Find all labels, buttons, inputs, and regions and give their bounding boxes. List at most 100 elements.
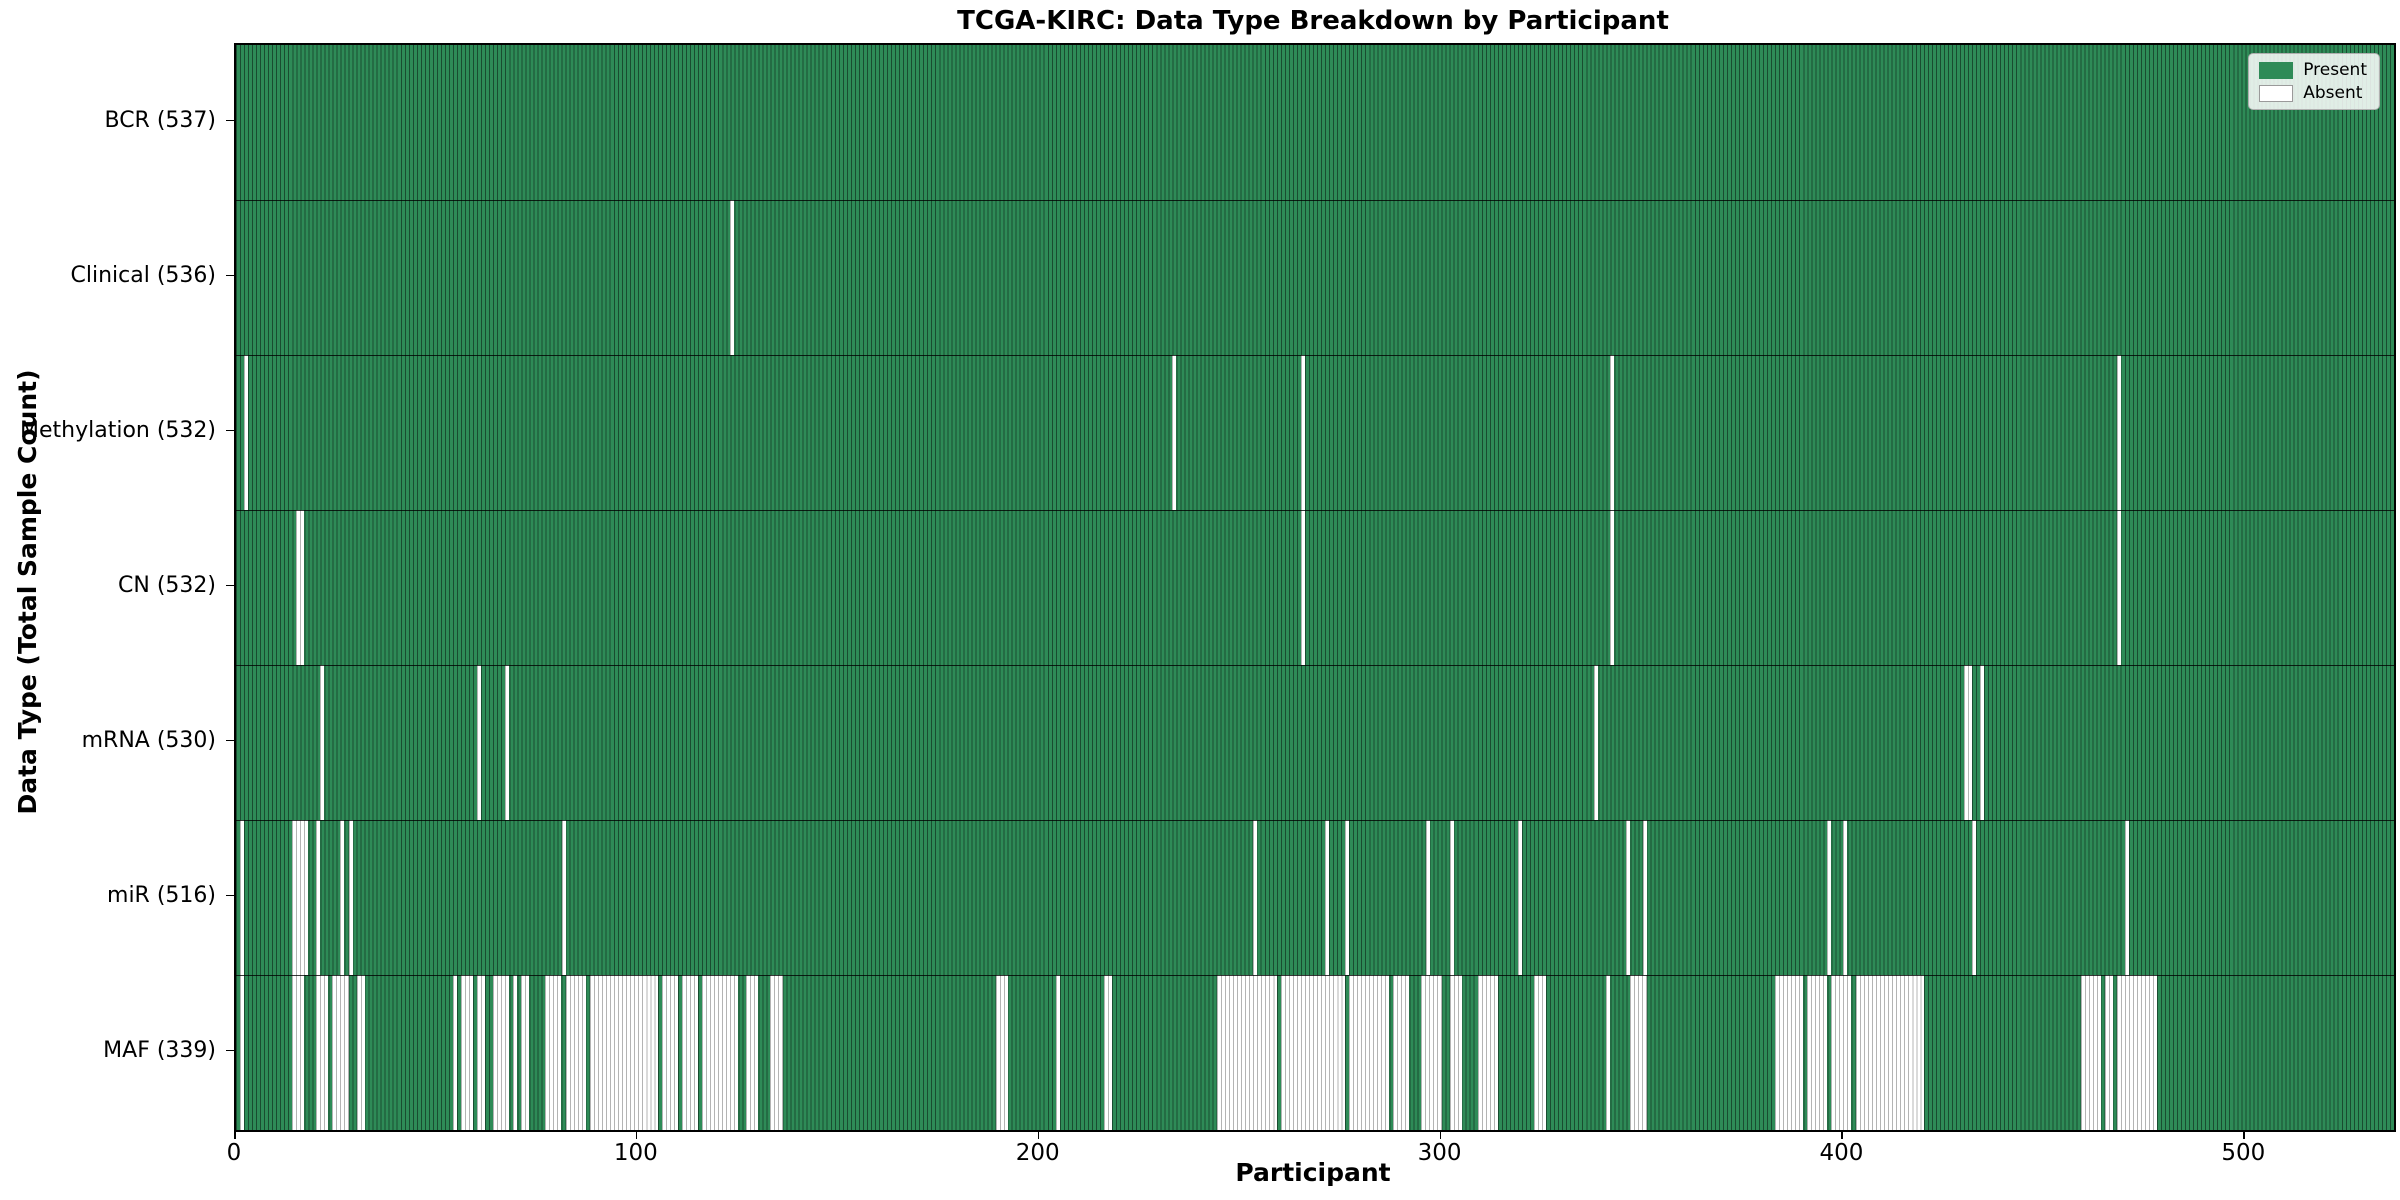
absent-segment	[1421, 975, 1442, 1130]
legend: Present Absent	[2248, 53, 2380, 110]
absent-segment	[1964, 665, 1973, 820]
absent-segment	[1972, 820, 1977, 975]
absent-segment	[730, 200, 735, 355]
y-tick-label-Methylation: Methylation (532)	[20, 417, 216, 443]
data-row-miR	[236, 820, 2394, 975]
absent-segment	[1216, 975, 1277, 1130]
y-tick-label-BCR: BCR (537)	[104, 107, 216, 133]
absent-segment	[1517, 820, 1522, 975]
x-tick	[2243, 1130, 2245, 1139]
absent-segment	[1345, 820, 1350, 975]
absent-segment	[682, 975, 699, 1130]
absent-segment	[2116, 510, 2121, 665]
absent-segment	[2104, 975, 2113, 1130]
y-tick	[226, 584, 234, 587]
absent-segment	[1300, 355, 1305, 510]
x-tick-label-0: 0	[226, 1140, 242, 1166]
absent-segment	[770, 975, 783, 1130]
legend-entry-absent: Absent	[2259, 84, 2367, 102]
x-tick	[1037, 1130, 1040, 1139]
absent-segment	[1855, 975, 1924, 1130]
absent-segment	[1104, 975, 1113, 1130]
x-tick-label-500: 500	[2221, 1140, 2266, 1166]
data-row-Methylation	[236, 355, 2394, 510]
absent-segment	[348, 820, 353, 975]
absent-segment	[1610, 510, 1615, 665]
absent-segment	[545, 975, 562, 1130]
absent-segment	[1843, 820, 1848, 975]
absent-segment	[2116, 975, 2157, 1130]
absent-segment	[1630, 975, 1647, 1130]
absent-segment	[1449, 975, 1462, 1130]
absent-segment	[2116, 355, 2121, 510]
absent-segment	[240, 975, 245, 1130]
x-tick	[635, 1130, 638, 1139]
absent-segment	[1425, 820, 1430, 975]
absent-segment	[2124, 820, 2129, 975]
x-tick-label-400: 400	[1819, 1140, 1864, 1166]
absent-segment	[316, 975, 329, 1130]
data-row-mRNA	[236, 665, 2394, 820]
absent-segment	[661, 975, 679, 1130]
absent-segment	[332, 975, 349, 1130]
absent-segment	[1827, 820, 1832, 975]
data-row-MAF	[236, 975, 2394, 1130]
row-separator	[236, 820, 2394, 821]
legend-present-label: Present	[2303, 60, 2367, 80]
absent-segment	[240, 820, 245, 975]
row-separator	[236, 510, 2394, 511]
row-separator	[236, 355, 2394, 356]
absent-segment	[292, 820, 309, 975]
absent-segment	[320, 665, 325, 820]
absent-segment	[521, 975, 530, 1130]
absent-segment	[505, 665, 510, 820]
absent-segment	[292, 975, 305, 1130]
x-tick	[234, 1130, 236, 1139]
absent-segment	[1172, 355, 1177, 510]
absent-segment	[244, 355, 249, 510]
absent-segment	[589, 975, 658, 1130]
absent-segment	[1807, 975, 1828, 1130]
absent-segment	[1775, 975, 1804, 1130]
absent-segment	[1393, 975, 1410, 1130]
absent-swatch	[2259, 84, 2294, 102]
y-tick	[226, 119, 234, 122]
y-tick-label-mRNA: mRNA (530)	[81, 727, 216, 753]
absent-segment	[1606, 975, 1611, 1130]
absent-segment	[316, 820, 321, 975]
absent-segment	[340, 820, 345, 975]
absent-segment	[296, 510, 305, 665]
x-tick-label-300: 300	[1417, 1140, 1462, 1166]
absent-segment	[1055, 975, 1060, 1130]
absent-segment	[493, 975, 510, 1130]
data-row-BCR	[236, 45, 2394, 200]
y-tick-label-MAF: MAF (339)	[103, 1037, 216, 1063]
absent-segment	[1626, 820, 1631, 975]
y-tick-label-CN: CN (532)	[118, 572, 216, 598]
absent-segment	[702, 975, 739, 1130]
y-tick-label-miR: miR (516)	[107, 882, 216, 908]
absent-segment	[1280, 975, 1346, 1130]
absent-segment	[746, 975, 759, 1130]
x-axis-label: Participant	[1235, 1158, 1391, 1187]
absent-segment	[1325, 820, 1330, 975]
x-tick	[1439, 1130, 1442, 1139]
plot-area: Present Absent	[234, 43, 2396, 1132]
absent-segment	[1831, 975, 1852, 1130]
absent-segment	[1349, 975, 1390, 1130]
y-tick-label-Clinical: Clinical (536)	[70, 262, 216, 288]
x-tick-label-200: 200	[1015, 1140, 1060, 1166]
x-tick	[1841, 1130, 1844, 1139]
legend-absent-label: Absent	[2303, 83, 2363, 103]
absent-segment	[1980, 665, 1985, 820]
absent-segment	[2080, 975, 2101, 1130]
row-separator	[236, 665, 2394, 666]
absent-segment	[1594, 665, 1599, 820]
absent-segment	[1300, 510, 1305, 665]
chart-title: TCGA-KIRC: Data Type Breakdown by Partic…	[957, 6, 1669, 36]
row-separator	[236, 975, 2394, 976]
absent-segment	[461, 975, 474, 1130]
y-tick	[226, 429, 234, 432]
row-separator	[236, 200, 2394, 201]
absent-segment	[1610, 355, 1615, 510]
